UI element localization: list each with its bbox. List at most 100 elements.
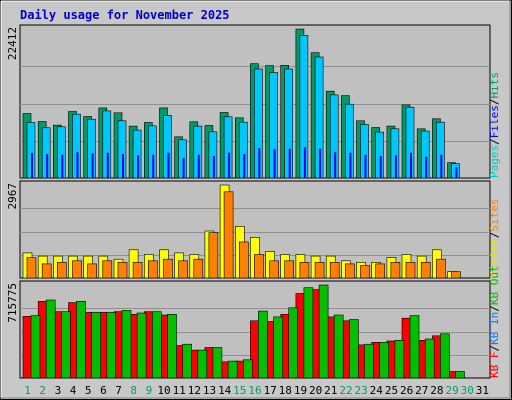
bar-sites-day-29 [451,271,461,279]
bar-sites-day-24 [375,263,386,279]
bar-pages-day-24 [379,156,382,178]
x-tick-label-day-9: 9 [146,384,153,397]
x-tick-label-day-12: 12 [188,384,201,397]
bar-pages-day-11 [182,158,185,178]
bar-kb-out-day-14 [227,360,238,379]
legend-entry: KB F [488,352,501,379]
x-tick-label-day-19: 19 [294,384,307,397]
bar-sites-day-8 [132,261,143,279]
x-tick-label-day-22: 22 [339,384,352,397]
bar-kb-out-day-1 [30,315,41,379]
series-pages [31,147,458,178]
series-files [26,35,460,179]
bar-sites-day-22 [345,263,355,279]
x-tick-label-day-29: 29 [445,384,458,397]
bar-pages-day-15 [243,154,246,178]
bar-pages-day-7 [122,154,124,178]
bar-sites-day-4 [72,260,82,279]
bar-sites-day-20 [314,261,325,279]
bar-kb-out-day-12 [197,349,208,379]
series-sites [26,191,461,279]
legend-entry: / [488,138,501,145]
legend-entry: KB Out [488,265,501,305]
bar-sites-day-11 [178,260,188,279]
bar-pages-day-9 [152,154,155,178]
x-tick-label-day-16: 16 [248,384,261,397]
legend-entry: Pages [488,145,501,178]
bar-pages-day-1 [31,152,33,178]
bar-kb-out-day-16 [258,310,268,379]
bar-pages-day-12 [197,154,200,178]
bar-kb-out-day-8 [136,312,147,379]
bar-sites-day-2 [41,263,52,279]
legend-entry: Sites [488,199,501,232]
x-tick-label-day-6: 6 [100,384,107,397]
bar-sites-day-16 [254,254,264,279]
bar-kb-f-day-1 [22,315,33,379]
y-max-label: 715775 [6,283,19,323]
bar-pages-day-26 [410,152,412,178]
bar-kb-out-day-7 [121,310,132,379]
bar-sites-day-3 [56,261,67,279]
bar-sites-day-1 [26,257,37,279]
x-tick-label-day-24: 24 [370,384,384,397]
bar-sites-day-12 [193,258,204,279]
bar-kb-out-day-28 [440,333,450,379]
bar-pages-day-18 [288,148,291,178]
bar-kb-out-day-6 [106,312,117,379]
bar-pages-day-19 [303,147,306,178]
y-max-label: 2967 [6,183,19,210]
bar-kb-out-day-3 [60,311,71,379]
x-tick-label-day-26: 26 [400,384,413,397]
x-tick-label-day-28: 28 [430,384,443,397]
panel-legend: KB F/KB In/KB Out [488,265,501,378]
bar-pages-day-25 [394,155,397,178]
x-tick-label-day-30: 30 [461,384,474,397]
panel-legend: Visits/Sites [488,199,501,279]
bar-kb-out-day-13 [212,347,223,379]
bar-kb-out-day-2 [45,299,56,379]
bar-pages-day-29 [455,167,458,178]
bar-kb-out-day-18 [288,307,299,379]
bar-sites-day-23 [360,265,370,279]
bar-pages-day-21 [334,152,337,178]
bar-sites-day-13 [208,232,219,279]
bar-kb-out-day-4 [76,300,86,379]
bar-pages-day-2 [46,154,49,178]
series-kb-out [30,284,465,379]
x-axis-labels: 1 2 3 4 5 6 7 8 9 10 11 12 13 14 15 16 17 18 19 20 21 22 23 24 2… [24,384,489,397]
x-tick-label-day-21: 21 [324,384,337,397]
bar-sites-day-6 [102,260,113,279]
x-tick-label-day-3: 3 [55,384,62,397]
bar-sites-day-18 [284,260,295,279]
bar-pages-day-8 [137,155,140,178]
bar-pages-day-20 [319,148,322,178]
legend-entry: KB In [488,312,501,345]
bar-kb-out-day-11 [182,343,192,379]
bar-kb-out-day-23 [364,343,374,379]
bar-sites-day-25 [390,261,401,279]
bar-sites-day-9 [148,260,158,279]
panel-legend: Pages/Files/Hits [488,72,501,178]
bar-sites-day-5 [87,263,97,279]
x-tick-label-day-20: 20 [309,384,322,397]
bar-pages-day-23 [364,154,367,178]
bar-sites-day-21 [329,261,340,279]
bar-sites-day-7 [117,261,128,279]
series-kb-f [22,289,457,379]
bar-pages-day-22 [349,152,352,178]
y-max-label: 22412 [6,27,19,60]
x-tick-label-day-10: 10 [157,384,170,397]
bar-sites-day-28 [436,258,446,279]
bar-sites-day-19 [299,261,310,279]
x-tick-label-day-1: 1 [24,384,31,397]
legend-entry: / [488,305,501,312]
bar-kb-out-day-26 [409,315,420,379]
legend-entry: Hits [488,72,501,99]
chart-title: Daily usage for November 2025 [20,8,230,22]
bar-sites-day-14 [223,191,234,279]
bar-kb-out-day-25 [394,339,405,379]
